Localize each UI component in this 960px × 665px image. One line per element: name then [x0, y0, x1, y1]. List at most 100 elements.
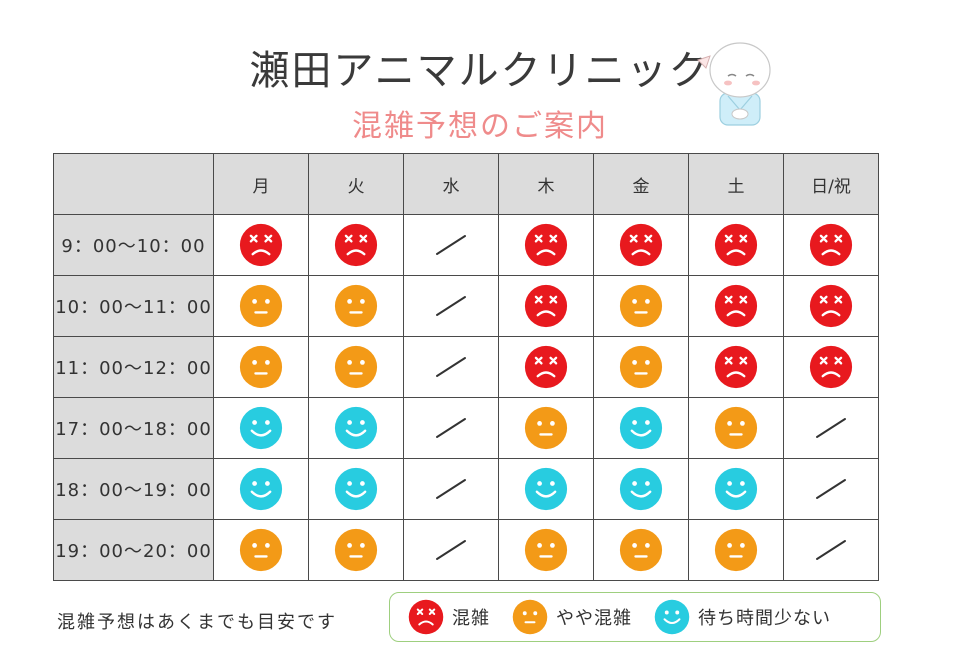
status-cell	[593, 458, 689, 520]
status-cell	[783, 519, 879, 581]
status-cell	[498, 214, 594, 276]
status-cell	[308, 336, 404, 398]
day-header: 土	[688, 153, 784, 215]
status-cell	[498, 275, 594, 337]
time-slot-label: 17：00〜18：00	[53, 397, 214, 459]
clinic-title: 瀬田アニマルクリニック	[249, 48, 711, 94]
status-cell	[403, 397, 499, 459]
closed-slash-icon	[784, 538, 878, 562]
quiet-face-icon	[214, 406, 308, 450]
status-cell	[213, 275, 309, 337]
status-cell	[688, 214, 784, 276]
moderate-face-icon	[594, 345, 688, 389]
status-cell	[213, 336, 309, 398]
legend-label-moderate: やや混雑	[556, 608, 632, 629]
busy-face-icon	[499, 284, 593, 328]
moderate-face-icon	[512, 599, 556, 635]
day-header: 金	[593, 153, 689, 215]
moderate-face-icon	[214, 345, 308, 389]
closed-slash-icon	[404, 294, 498, 318]
moderate-face-icon	[214, 528, 308, 572]
table-row: 9：00〜10：00	[53, 214, 879, 276]
quiet-face-icon	[214, 467, 308, 511]
legend-item-moderate: やや混雑	[512, 599, 632, 635]
status-cell	[783, 336, 879, 398]
schedule-table: 月火水木金土日/祝 9：00〜10：00 10：00〜11：00 11：00〜12：…	[53, 153, 879, 581]
moderate-face-icon	[594, 284, 688, 328]
status-cell	[783, 397, 879, 459]
table-row: 18：00〜19：00	[53, 458, 879, 520]
status-cell	[308, 519, 404, 581]
time-slot-label: 19：00〜20：00	[53, 519, 214, 581]
busy-face-icon	[214, 223, 308, 267]
closed-slash-icon	[404, 416, 498, 440]
status-cell	[308, 458, 404, 520]
day-header-row: 月火水木金土日/祝	[53, 153, 879, 215]
status-cell	[593, 214, 689, 276]
schedule-body: 9：00〜10：00 10：00〜11：00 11：00〜12：00 17：00〜18…	[53, 214, 879, 581]
status-cell	[593, 275, 689, 337]
quiet-face-icon	[309, 406, 403, 450]
status-cell	[593, 397, 689, 459]
closed-slash-icon	[404, 477, 498, 501]
status-cell	[498, 397, 594, 459]
legend-item-busy: 混雑	[408, 599, 490, 635]
status-cell	[783, 214, 879, 276]
status-cell	[498, 519, 594, 581]
busy-face-icon	[689, 223, 783, 267]
disclaimer-note: 混雑予想はあくまでも目安です	[57, 612, 337, 633]
corner-cell	[53, 153, 214, 215]
table-row: 17：00〜18：00	[53, 397, 879, 459]
status-cell	[688, 519, 784, 581]
legend-box: 混雑 やや混雑 待ち時間少ない	[389, 592, 881, 642]
moderate-face-icon	[689, 528, 783, 572]
status-cell	[403, 336, 499, 398]
time-slot-label: 9：00〜10：00	[53, 214, 214, 276]
table-row: 11：00〜12：00	[53, 336, 879, 398]
status-cell	[688, 275, 784, 337]
busy-face-icon	[784, 345, 878, 389]
day-header: 日/祝	[783, 153, 879, 215]
status-cell	[688, 458, 784, 520]
moderate-face-icon	[689, 406, 783, 450]
day-header: 火	[308, 153, 404, 215]
quiet-face-icon	[654, 599, 698, 635]
status-cell	[308, 397, 404, 459]
quiet-face-icon	[499, 467, 593, 511]
moderate-face-icon	[499, 406, 593, 450]
status-cell	[403, 214, 499, 276]
time-slot-label: 10：00〜11：00	[53, 275, 214, 337]
mascot-icon	[697, 42, 771, 126]
busy-face-icon	[309, 223, 403, 267]
closed-slash-icon	[404, 538, 498, 562]
status-cell	[688, 397, 784, 459]
closed-slash-icon	[784, 416, 878, 440]
busy-face-icon	[499, 223, 593, 267]
moderate-face-icon	[309, 284, 403, 328]
status-cell	[498, 336, 594, 398]
busy-face-icon	[689, 284, 783, 328]
day-header: 木	[498, 153, 594, 215]
time-slot-label: 18：00〜19：00	[53, 458, 214, 520]
status-cell	[593, 519, 689, 581]
quiet-face-icon	[689, 467, 783, 511]
status-cell	[498, 458, 594, 520]
moderate-face-icon	[309, 345, 403, 389]
page-subtitle: 混雑予想のご案内	[352, 109, 608, 144]
closed-slash-icon	[784, 477, 878, 501]
status-cell	[308, 214, 404, 276]
busy-face-icon	[689, 345, 783, 389]
status-cell	[403, 458, 499, 520]
moderate-face-icon	[309, 528, 403, 572]
status-cell	[783, 458, 879, 520]
legend-label-quiet: 待ち時間少ない	[698, 608, 831, 629]
busy-face-icon	[784, 284, 878, 328]
day-header: 月	[213, 153, 309, 215]
moderate-face-icon	[499, 528, 593, 572]
moderate-face-icon	[214, 284, 308, 328]
busy-face-icon	[594, 223, 688, 267]
quiet-face-icon	[594, 406, 688, 450]
table-row: 19：00〜20：00	[53, 519, 879, 581]
legend-label-busy: 混雑	[452, 608, 490, 629]
status-cell	[308, 275, 404, 337]
